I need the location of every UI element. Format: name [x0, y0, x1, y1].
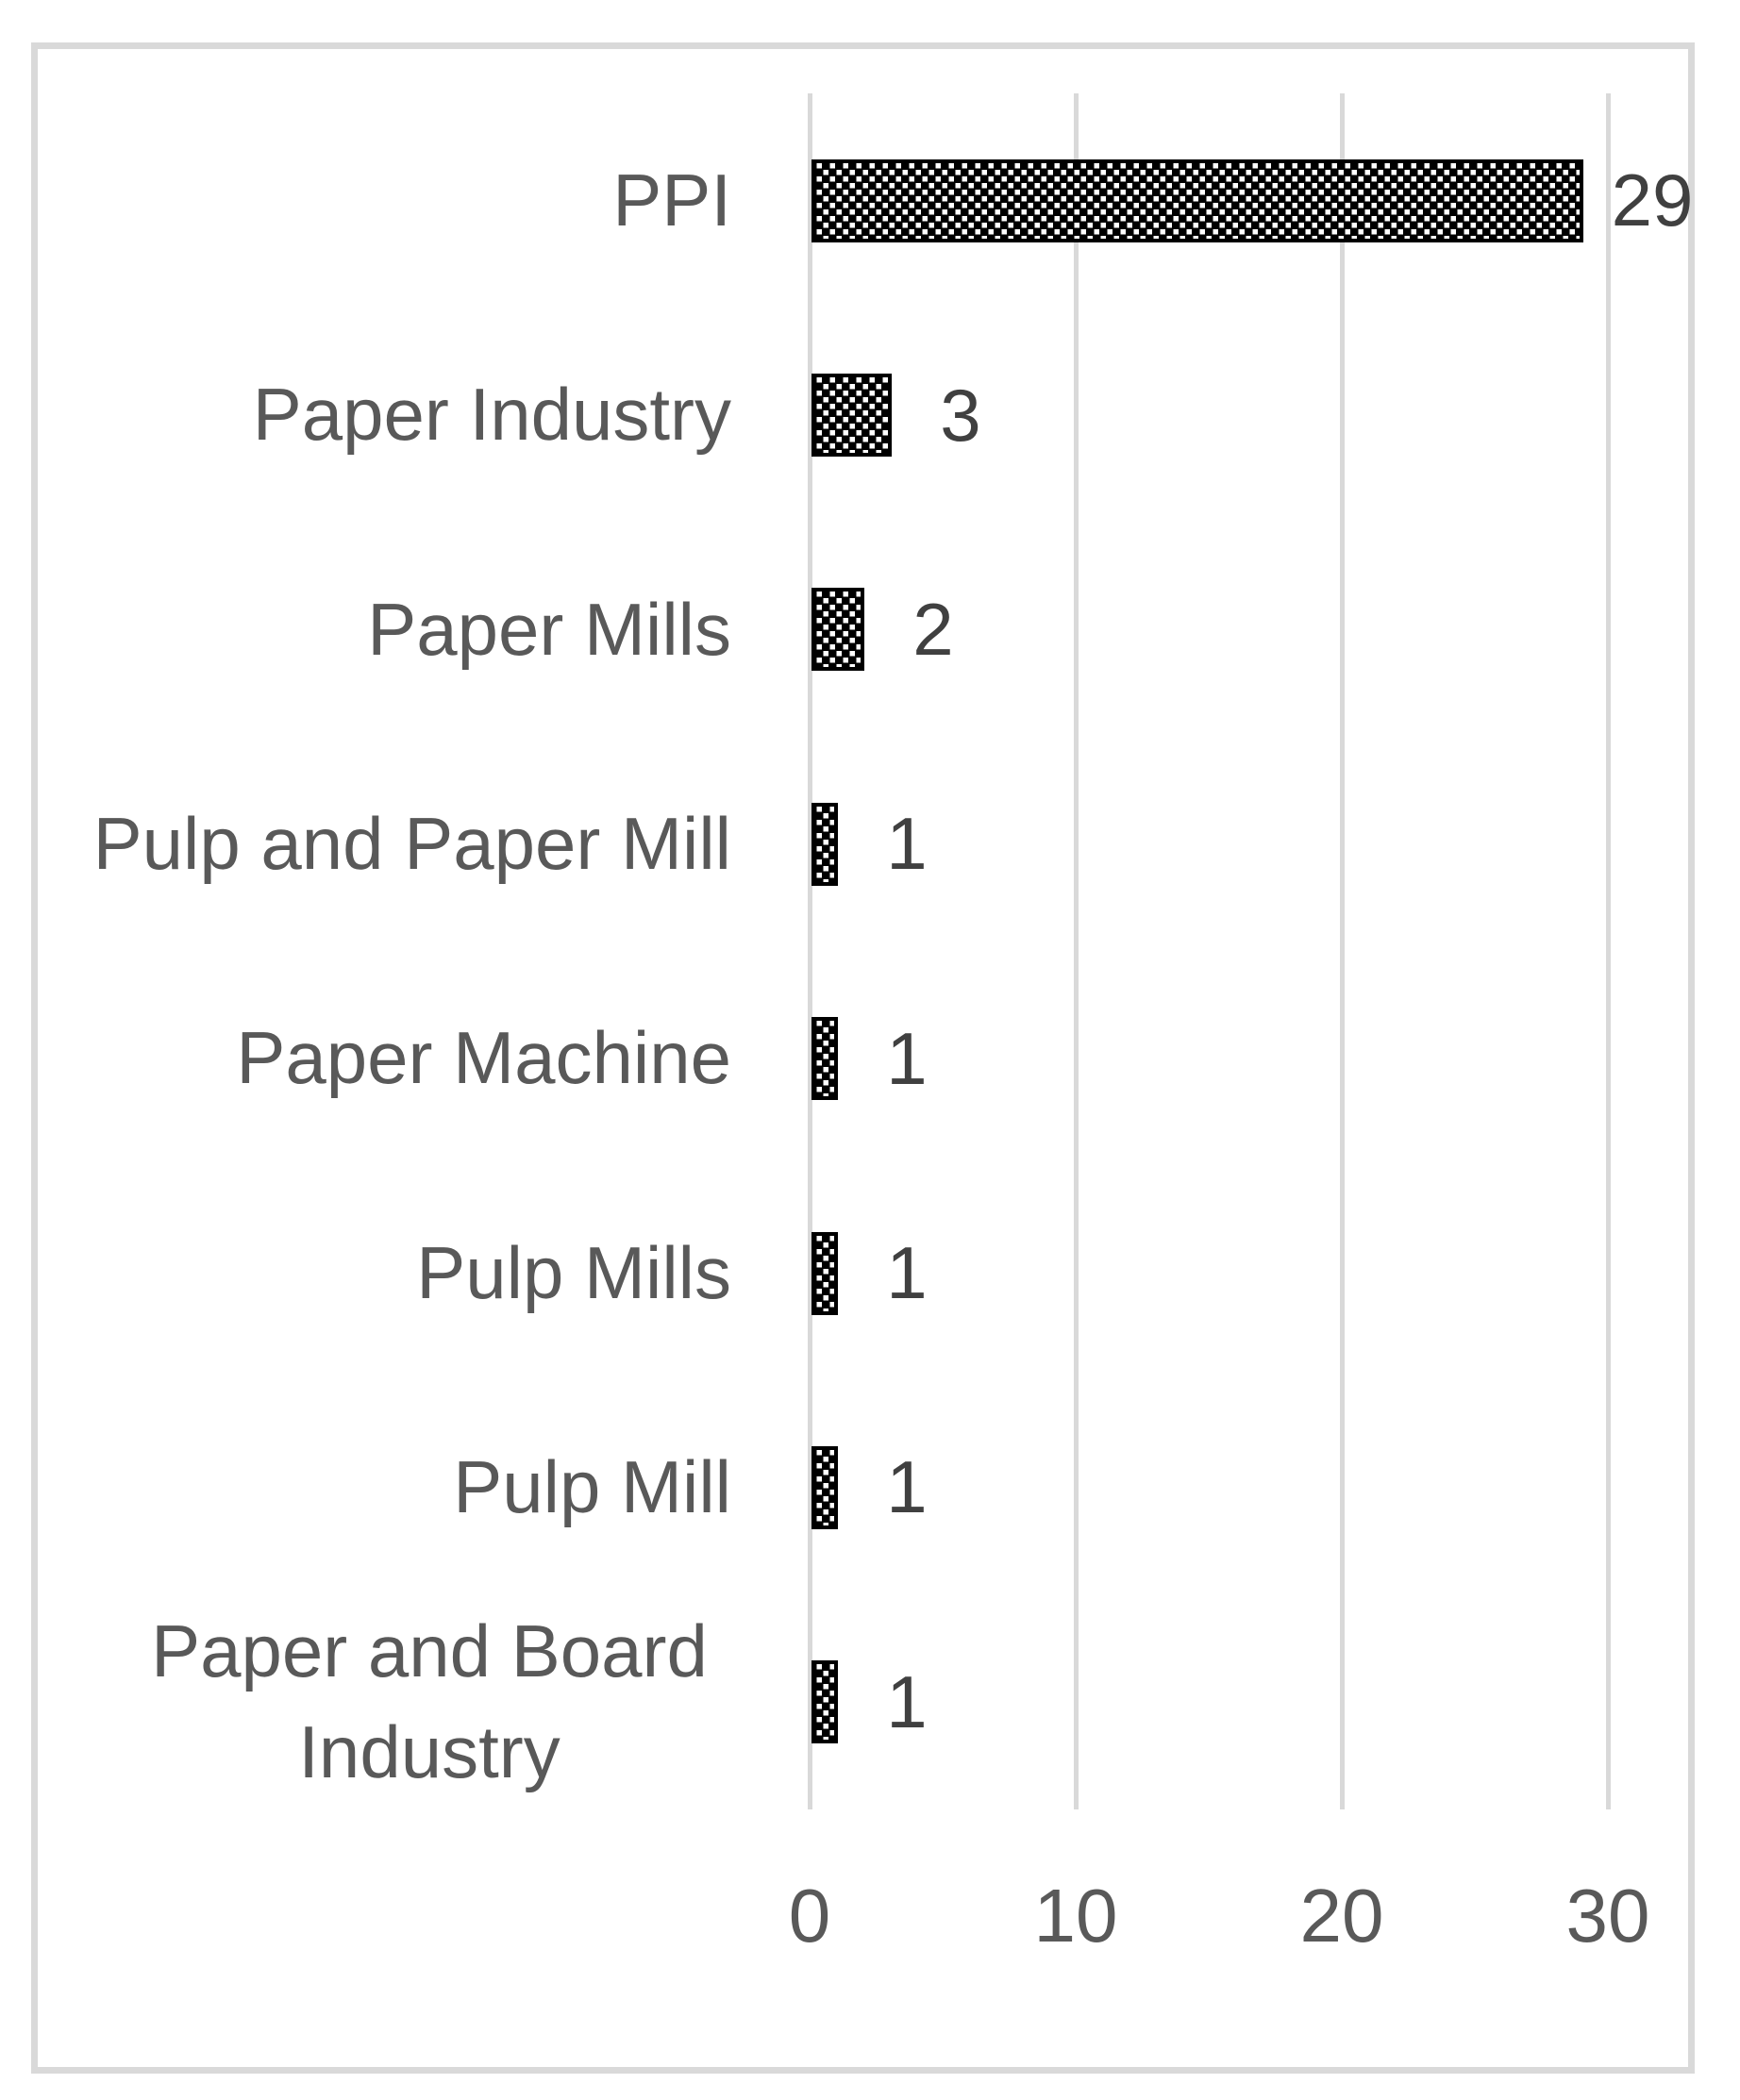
- bar: [811, 1017, 838, 1101]
- bar: [811, 588, 864, 672]
- bar: [811, 1660, 838, 1744]
- gridline: [1074, 93, 1079, 1809]
- category-label: Paper and Board Industry: [151, 1608, 708, 1794]
- bar: [811, 1445, 838, 1529]
- category-cell: Paper Industry: [33, 308, 731, 522]
- gridline: [1340, 93, 1345, 1809]
- category-cell: Pulp Mills: [33, 1166, 731, 1380]
- category-cell: Pulp and Paper Mill: [33, 737, 731, 951]
- x-axis-tick-label: 30: [1565, 1874, 1650, 1958]
- category-label: Pulp Mills: [416, 1230, 731, 1314]
- category-label: Paper Machine: [236, 1016, 731, 1100]
- x-axis-tick-label: 20: [1299, 1874, 1384, 1958]
- gridline: [1606, 93, 1611, 1809]
- category-cell: PPI: [33, 93, 731, 308]
- category-label: Paper Industry: [252, 373, 731, 457]
- category-label: Pulp Mill: [453, 1445, 731, 1529]
- x-axis-tick-label: 10: [1033, 1874, 1118, 1958]
- value-label: 1: [886, 802, 928, 886]
- category-cell: Paper Machine: [33, 952, 731, 1166]
- bar: [811, 158, 1583, 242]
- category-cell: Pulp Mill: [33, 1380, 731, 1594]
- category-label: Pulp and Paper Mill: [92, 801, 731, 885]
- value-label: 2: [912, 587, 954, 671]
- value-label: 1: [886, 1016, 928, 1100]
- value-label: 1: [886, 1445, 928, 1529]
- bar: [811, 802, 838, 886]
- category-label: PPI: [612, 158, 731, 242]
- value-label: 29: [1611, 158, 1694, 242]
- value-label: 1: [886, 1659, 928, 1743]
- chart-border: [31, 42, 1695, 2074]
- bar: [811, 1231, 838, 1315]
- value-label: 3: [940, 373, 981, 457]
- category-cell: Paper and Board Industry: [33, 1595, 731, 1809]
- value-label: 1: [886, 1231, 928, 1315]
- category-cell: Paper Mills: [33, 523, 731, 737]
- x-axis-tick-label: 0: [788, 1874, 831, 1958]
- gridline: [808, 93, 812, 1809]
- category-label: Paper Mills: [367, 587, 731, 671]
- bar: [811, 374, 892, 458]
